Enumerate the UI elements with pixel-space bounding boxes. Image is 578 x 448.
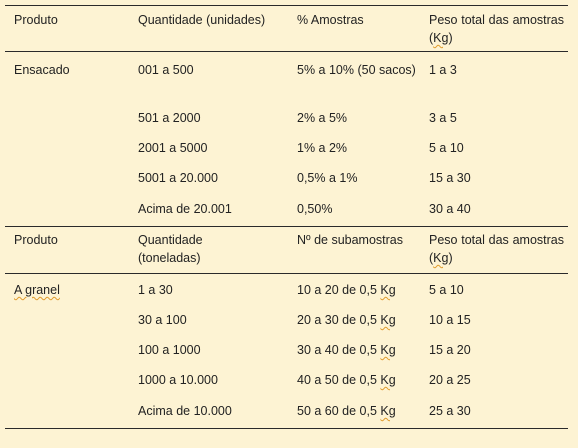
table-row-1-peso: 1 a 3 — [429, 63, 457, 77]
table-row-6-peso: 5 a 10 — [429, 283, 464, 297]
table-row-4-peso: 15 a 30 — [429, 171, 471, 185]
product-ensacado: Ensacado — [14, 63, 70, 77]
table-bottom-rule — [5, 428, 568, 429]
table-row-10-peso: 25 a 30 — [429, 404, 471, 418]
table-row-9-quantidade: 1000 a 10.000 — [138, 373, 218, 387]
product-a-granel: A granel — [14, 283, 60, 297]
table-row-10-quantidade: Acima de 10.000 — [138, 404, 232, 418]
table-row-2-peso: 3 a 5 — [429, 111, 457, 125]
table-row-9-subamostras: 40 a 50 de 0,5 Kg — [297, 373, 396, 387]
table-row-8-quantidade: 100 a 1000 — [138, 343, 201, 357]
table-row-5-amostras: 0,50% — [297, 202, 333, 216]
table-top-rule — [5, 5, 568, 6]
table-row-5-quantidade: Acima de 20.001 — [138, 202, 232, 216]
table-row-1-quantidade: 001 a 500 — [138, 63, 194, 77]
table-row-6-subamostras: 10 a 20 de 0,5 Kg — [297, 283, 396, 297]
header-subamostras: Nº de subamostras — [297, 233, 403, 247]
table-row-2-amostras: 2% a 5% — [297, 111, 348, 125]
table-row-8-subamostras: 30 a 40 de 0,5 Kg — [297, 343, 396, 357]
table-row-3-amostras: 1% a 2% — [297, 141, 348, 155]
table-row-4-amostras: 0,5% a 1% — [297, 171, 358, 185]
table-row-7-peso: 10 a 15 — [429, 313, 471, 327]
section-rule — [5, 226, 568, 227]
header-rule-2 — [5, 273, 568, 274]
table-row-7-quantidade: 30 a 100 — [138, 313, 187, 327]
table-row-6-quantidade: 1 a 30 — [138, 283, 173, 297]
header-percent-amostras: % Amostras — [297, 13, 364, 27]
table-row-9-peso: 20 a 25 — [429, 373, 471, 387]
table-row-7-subamostras: 20 a 30 de 0,5 Kg — [297, 313, 396, 327]
table-row-3-peso: 5 a 10 — [429, 141, 464, 155]
table-row-3-quantidade: 2001 a 5000 — [138, 141, 208, 155]
table-row-1-amostras: 5% a 10% (50 sacos) — [297, 63, 416, 77]
header-peso-total-2: Peso total das amostras (Kg) — [429, 233, 564, 265]
header-quantidade-toneladas: Quantidade (toneladas) — [138, 233, 203, 265]
table-row-8-peso: 15 a 20 — [429, 343, 471, 357]
header-peso-total: Peso total das amostras (Kg) — [429, 13, 564, 45]
table-row-2-quantidade: 501 a 2000 — [138, 111, 201, 125]
table-row-5-peso: 30 a 40 — [429, 202, 471, 216]
header-quantidade-unidades: Quantidade (unidades) — [138, 13, 266, 27]
table-row-10-subamostras: 50 a 60 de 0,5 Kg — [297, 404, 396, 418]
header-rule-1 — [5, 51, 568, 52]
header-produto-2: Produto — [14, 233, 58, 247]
header-produto: Produto — [14, 13, 58, 27]
table-row-4-quantidade: 5001 a 20.000 — [138, 171, 218, 185]
